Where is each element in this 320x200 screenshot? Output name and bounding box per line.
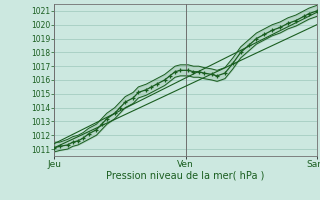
X-axis label: Pression niveau de la mer( hPa ): Pression niveau de la mer( hPa )	[107, 171, 265, 181]
